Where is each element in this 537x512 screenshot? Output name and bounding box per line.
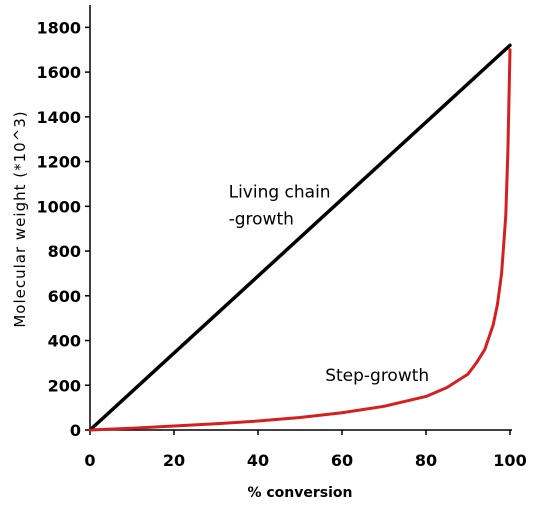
annotation-label: Step-growth [325,366,429,386]
y-tick-label: 1400 [36,108,81,127]
y-tick-label: 600 [48,287,81,306]
y-axis: 0 200 400 600 800 1000 1200 1400 1600 1800 [36,5,91,440]
series-group [88,43,512,432]
y-tick-label: 200 [48,376,81,395]
y-tick-label: 800 [48,242,81,261]
x-tick-label: 100 [493,451,526,470]
y-axis-label: Molecular weight (*10^3) [11,110,29,327]
x-tick-label: 80 [415,451,437,470]
x-axis-label: % conversion [247,485,352,501]
y-tick-label: 0 [70,421,81,440]
x-tick-label: 20 [163,451,185,470]
y-tick-label: 400 [48,332,81,351]
y-tick-label: 1000 [36,197,81,216]
series-line-living-chain-growth [88,43,512,432]
x-tick-label: 40 [247,451,269,470]
x-tick-label: 0 [84,451,95,470]
y-tick-label: 1200 [36,153,81,172]
x-axis: 0 20 40 60 80 100 [84,429,527,470]
x-tick-label: 60 [331,451,353,470]
annotation-label-line2: -growth [229,209,294,229]
annotation-label: Living chain [229,182,331,202]
y-tick-label: 1600 [36,63,81,82]
annotations: Living chain -growth Step-growth [229,182,430,385]
series-line-step-growth [88,48,512,432]
y-tick-label: 1800 [36,18,81,37]
